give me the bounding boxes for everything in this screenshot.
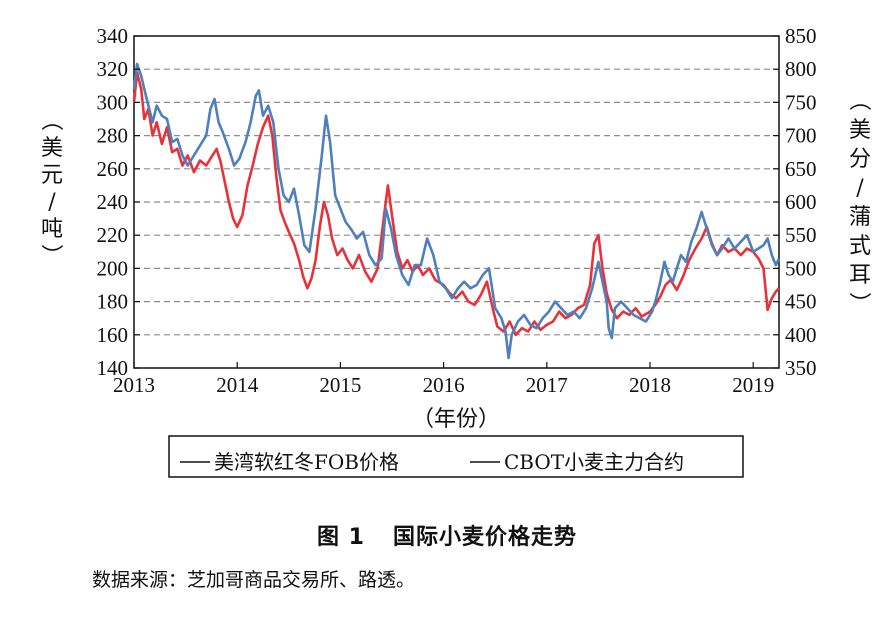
right-axis-ticks: 350 400 450 500 550 600 650 700 750 800 850 xyxy=(773,24,817,380)
data-source-note: 数据来源：芝加哥商品交易所、路透。 xyxy=(92,569,416,591)
caption-number: 图 1 xyxy=(317,525,365,550)
axis-label-glyph: 美 xyxy=(41,136,63,161)
left-tick-label: 320 xyxy=(97,57,129,81)
x-tick-label: 2019 xyxy=(732,373,774,397)
right-tick-label: 400 xyxy=(785,323,817,347)
left-tick-label: 140 xyxy=(97,356,129,380)
left-axis-label: （ 美元/吨） xyxy=(38,109,63,266)
axis-label-glyph: （ xyxy=(846,89,871,111)
figure-caption: 图 1 国际小麦价格走势 xyxy=(0,519,894,551)
x-tick-label: 2015 xyxy=(319,373,361,397)
grid-lines xyxy=(134,68,779,336)
left-tick-label: 180 xyxy=(97,290,129,314)
x-tick-label: 2018 xyxy=(629,373,671,397)
axis-label-glyph: ） xyxy=(38,244,63,266)
right-axis-label: （ 美分 / 蒲式耳 ） xyxy=(846,89,871,314)
axis-label-glyph: / xyxy=(856,176,864,201)
axis-label-glyph: 元 xyxy=(41,163,63,188)
caption-title: 国际小麦价格走势 xyxy=(392,525,577,550)
x-tick-label: 2014 xyxy=(216,373,259,397)
right-tick-label: 750 xyxy=(785,90,817,114)
right-tick-label: 550 xyxy=(785,223,817,247)
x-tick-label: 2016 xyxy=(423,373,465,397)
left-tick-label: 260 xyxy=(97,157,129,181)
axis-label-glyph: 吨 xyxy=(41,217,63,242)
left-tick-label: 300 xyxy=(97,90,129,114)
right-tick-label: 600 xyxy=(785,190,817,214)
x-axis-label: （年份） xyxy=(412,407,500,432)
price-chart: 140 160 180 200 220 240 260 280 300 320 340 350 400… xyxy=(38,24,871,478)
right-tick-label: 650 xyxy=(785,157,817,181)
x-tick-label: 2017 xyxy=(526,373,568,397)
right-tick-label: 500 xyxy=(785,256,817,280)
axis-label-glyph: 分 xyxy=(849,147,871,172)
x-tick-label: 2013 xyxy=(113,373,155,397)
right-tick-label: 700 xyxy=(785,124,817,148)
axis-label-glyph: / xyxy=(48,190,56,215)
left-tick-label: 220 xyxy=(97,223,129,247)
right-tick-label: 850 xyxy=(785,24,817,48)
axis-label-glyph: （ xyxy=(38,109,63,131)
axis-label-glyph: 耳 xyxy=(849,263,871,288)
series-line-fob xyxy=(132,71,780,337)
axis-label-glyph: ） xyxy=(846,292,871,314)
left-tick-label: 200 xyxy=(97,256,129,280)
left-tick-label: 240 xyxy=(97,190,129,214)
right-tick-label: 800 xyxy=(785,57,817,81)
left-axis-ticks: 140 160 180 200 220 240 260 280 300 320 340 xyxy=(97,24,140,380)
left-tick-label: 280 xyxy=(97,124,129,148)
legend-label-cbot: CBOT小麦主力合约 xyxy=(504,450,684,474)
legend-box xyxy=(168,435,744,478)
right-tick-label: 350 xyxy=(785,356,817,380)
axis-label-glyph: 美 xyxy=(849,118,871,143)
legend-label-fob: 美湾软红冬FOB价格 xyxy=(214,450,399,474)
series-group xyxy=(132,62,781,360)
axis-label-glyph: 蒲 xyxy=(849,205,871,230)
x-axis-ticks: 2013 2014 2015 2016 2017 2018 2019 xyxy=(113,362,774,397)
left-tick-label: 340 xyxy=(97,24,129,48)
axis-label-glyph: 式 xyxy=(849,234,871,259)
left-tick-label: 160 xyxy=(97,323,129,347)
right-tick-label: 450 xyxy=(785,290,817,314)
legend: 美湾软红冬FOB价格 CBOT小麦主力合约 xyxy=(168,435,744,478)
series-line-cbot xyxy=(132,62,781,360)
